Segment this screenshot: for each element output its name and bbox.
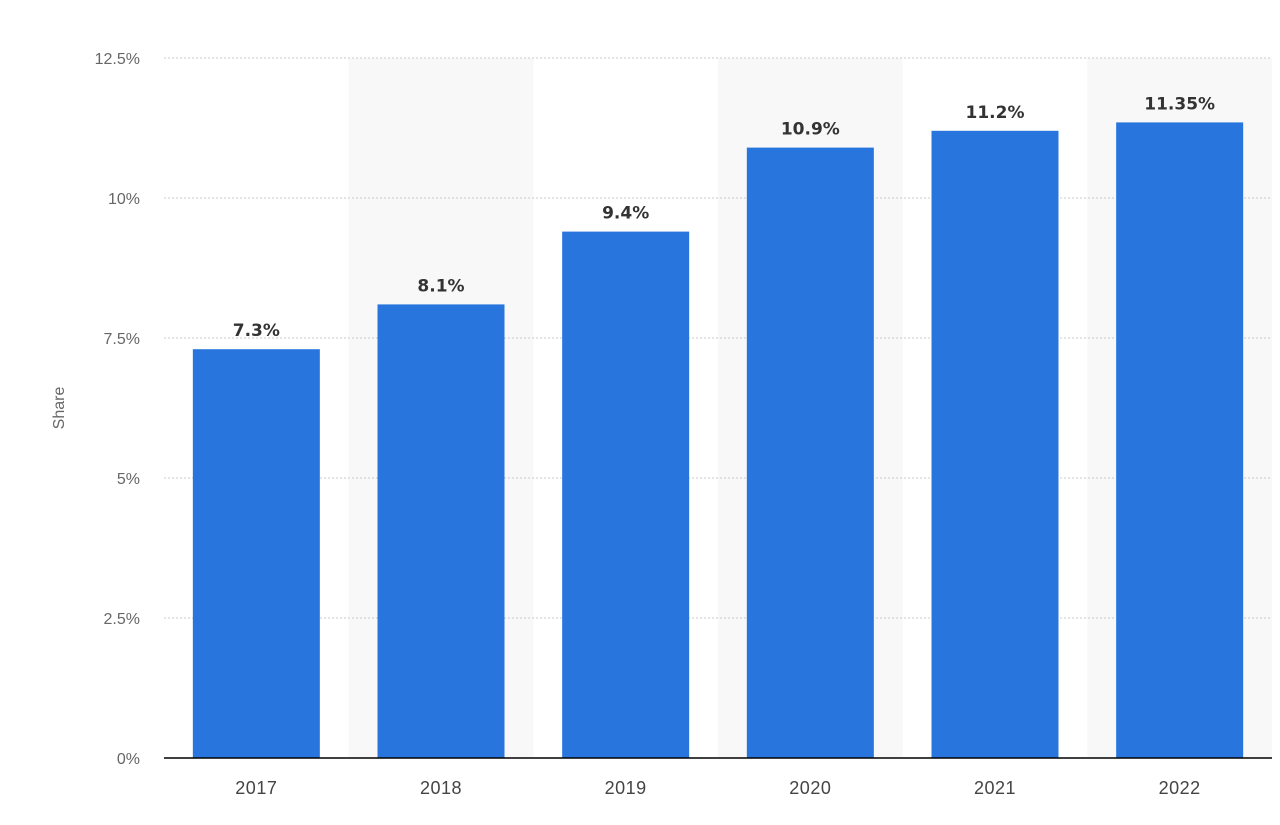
y-tick-label: 7.5% xyxy=(104,331,140,348)
y-tick-label: 5% xyxy=(117,471,140,488)
x-tick-label: 2019 xyxy=(605,778,647,798)
y-tick-label: 2.5% xyxy=(104,611,140,628)
data-label: 11.2% xyxy=(966,103,1025,123)
bar xyxy=(1116,122,1244,758)
bar xyxy=(931,130,1059,759)
y-axis-ticks: 0% 2.5% 5% 7.5% 10% 12.5% xyxy=(95,51,140,768)
x-axis-ticks: 2017 2018 2019 2020 2021 2022 xyxy=(235,778,1200,798)
bar xyxy=(192,349,320,758)
data-label: 11.35% xyxy=(1144,94,1215,114)
data-label: 7.3% xyxy=(233,321,280,341)
x-tick-label: 2022 xyxy=(1159,778,1201,798)
bar xyxy=(377,304,505,758)
y-axis-title: Share xyxy=(51,387,68,430)
y-tick-label: 12.5% xyxy=(95,51,140,68)
y-tick-label: 0% xyxy=(117,751,140,768)
data-label: 9.4% xyxy=(602,204,649,224)
x-tick-label: 2021 xyxy=(974,778,1016,798)
bar xyxy=(562,231,690,759)
bar xyxy=(746,147,874,759)
x-tick-label: 2017 xyxy=(235,778,277,798)
x-tick-label: 2020 xyxy=(789,778,831,798)
y-tick-label: 10% xyxy=(108,191,140,208)
data-labels: 7.3% 8.1% 9.4% 10.9% 11.2% 11.35% xyxy=(233,94,1215,341)
data-label: 10.9% xyxy=(781,120,840,140)
bars xyxy=(192,122,1244,759)
data-label: 8.1% xyxy=(417,276,464,296)
grid-lines xyxy=(164,57,1272,619)
x-tick-label: 2018 xyxy=(420,778,462,798)
